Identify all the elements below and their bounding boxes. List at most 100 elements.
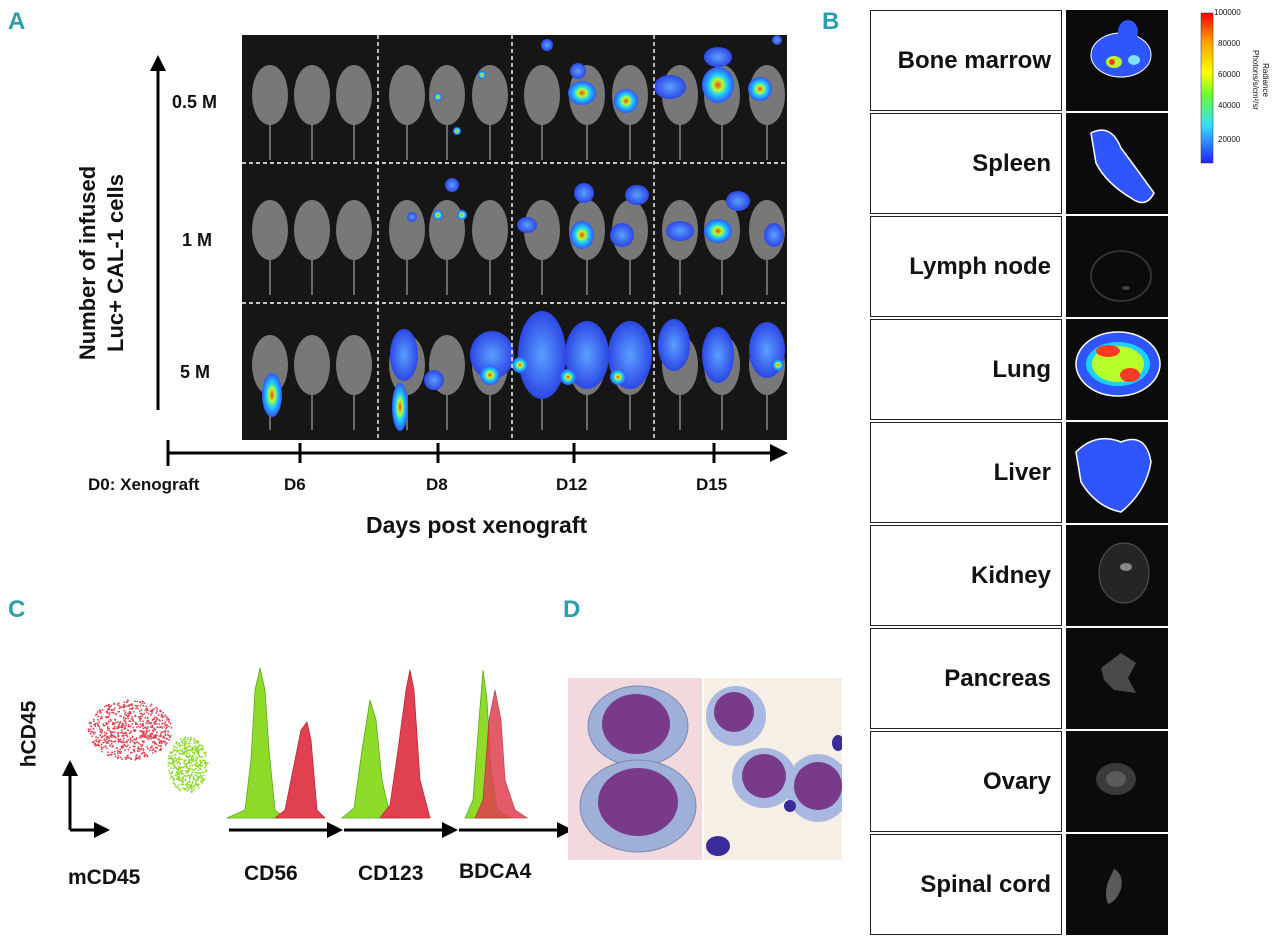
green-population-dot	[168, 755, 171, 758]
red-population-dot	[140, 709, 143, 711]
red-population-dot	[164, 743, 167, 746]
red-population-dot	[143, 702, 146, 705]
red-population-dot	[148, 734, 151, 737]
green-population-dot	[175, 774, 178, 776]
red-population-dot	[125, 732, 127, 735]
x-axis-title: Days post xenograft	[366, 512, 588, 538]
red-population-dot	[156, 747, 159, 749]
red-population-dot	[107, 715, 110, 718]
red-population-dot	[158, 723, 161, 725]
red-population-dot	[122, 724, 125, 727]
tissue-image-ovary	[1066, 731, 1168, 832]
red-population-dot	[128, 710, 131, 713]
red-population-dot	[164, 733, 167, 735]
red-population-dot	[123, 701, 126, 704]
red-population-dot	[152, 748, 155, 750]
red-population-dot	[117, 727, 120, 730]
red-population-dot	[139, 743, 142, 746]
red-population-dot	[155, 712, 158, 714]
green-population-dot	[197, 740, 199, 742]
red-population-dot	[141, 715, 143, 718]
green-population-dot	[204, 755, 207, 758]
green-population-dot	[178, 768, 180, 770]
green-population-dot	[191, 771, 194, 774]
red-population-dot	[132, 711, 135, 713]
red-population-dot	[96, 740, 98, 743]
green-population-dot	[178, 789, 181, 792]
red-population-dot	[161, 719, 164, 722]
radiance-colorbar	[1200, 12, 1214, 164]
red-population-dot	[109, 730, 112, 733]
green-population-dot	[197, 783, 200, 786]
red-population-dot	[154, 750, 157, 753]
green-population-dot	[182, 766, 185, 769]
green-population-dot	[189, 775, 192, 777]
green-population-dot	[181, 758, 183, 761]
red-population-dot	[151, 732, 154, 735]
green-population-dot	[188, 742, 191, 745]
red-population-dot	[114, 725, 116, 728]
green-population-dot	[175, 746, 178, 749]
red-population-dot	[126, 735, 129, 738]
green-population-dot	[177, 769, 180, 772]
green-population-dot	[178, 742, 181, 745]
green-population-dot	[192, 760, 195, 763]
red-population-dot	[102, 724, 105, 727]
green-population-dot	[192, 755, 195, 758]
red-population-dot	[114, 750, 116, 753]
red-population-dot	[127, 754, 129, 757]
red-population-dot	[114, 755, 117, 758]
red-population-dot	[137, 716, 140, 719]
green-population-dot	[196, 776, 199, 778]
red-population-dot	[120, 741, 123, 743]
green-population-dot	[187, 769, 190, 772]
red-population-dot	[117, 702, 120, 704]
red-population-dot	[134, 758, 137, 761]
red-population-dot	[110, 720, 113, 722]
green-population-dot	[192, 785, 195, 787]
red-population-dot	[116, 757, 119, 760]
red-population-dot	[126, 734, 128, 736]
red-population-dot	[164, 734, 167, 737]
green-population-dot	[176, 757, 179, 760]
dose-label-0-5m: 0.5 M	[172, 92, 218, 112]
red-population-dot	[99, 710, 102, 713]
red-population-dot	[136, 741, 139, 744]
red-population-dot	[119, 756, 122, 759]
red-population-dot	[110, 732, 113, 735]
green-population-dot	[171, 776, 174, 779]
red-population-dot	[90, 730, 93, 733]
red-population-dot	[127, 717, 130, 720]
red-population-dot	[128, 732, 131, 734]
red-population-dot	[147, 747, 149, 750]
red-population-dot	[160, 731, 163, 734]
red-population-dot	[161, 740, 164, 743]
red-population-dot	[110, 734, 113, 737]
red-population-dot	[113, 702, 116, 705]
red-population-dot	[123, 717, 125, 720]
green-population-dot	[176, 744, 179, 746]
green-population-dot	[188, 788, 190, 791]
red-population-dot	[151, 745, 153, 747]
red-population-dot	[144, 709, 147, 712]
red-population-dot	[113, 727, 116, 730]
red-population-dot	[118, 707, 121, 710]
green-population-dot	[197, 764, 200, 767]
tissue-image-lymph-node	[1066, 216, 1168, 317]
red-population-dot	[104, 705, 106, 708]
red-population-dot	[146, 717, 149, 719]
red-population-dot	[139, 723, 142, 725]
red-population-dot	[120, 725, 123, 727]
red-population-dot	[145, 705, 148, 708]
red-population-dot	[134, 723, 137, 726]
green-population-dot	[194, 759, 197, 761]
x-axis-timeline	[166, 440, 788, 466]
red-population-dot	[146, 727, 149, 730]
red-population-dot	[141, 725, 144, 728]
green-population-dot	[186, 784, 189, 786]
red-population-dot	[102, 746, 105, 749]
green-population-dot	[184, 775, 187, 778]
red-population-dot	[93, 720, 95, 723]
panel-a-letter: A	[8, 8, 26, 35]
red-population-dot	[94, 731, 96, 734]
